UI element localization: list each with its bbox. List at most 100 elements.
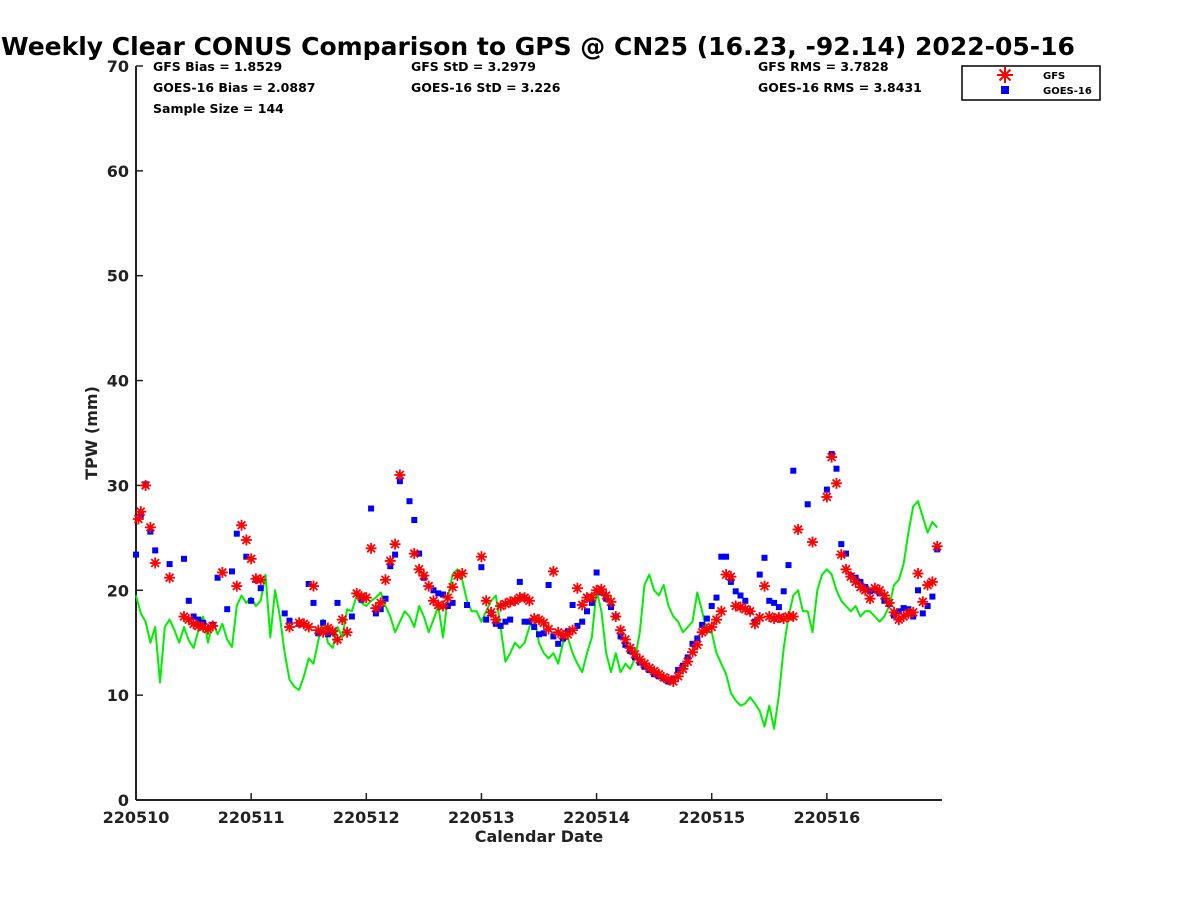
gfs-point	[610, 611, 622, 622]
goes-point	[919, 610, 926, 617]
goes-point	[286, 617, 293, 624]
goes-point	[526, 618, 533, 625]
y-tick-label: 30	[107, 476, 129, 495]
gfs-point	[571, 582, 583, 594]
gfs-point	[413, 563, 425, 575]
gfs-point	[447, 581, 459, 593]
goes-point	[133, 551, 139, 558]
series-gfs	[132, 451, 943, 688]
goes-point	[771, 599, 778, 606]
goes-point	[320, 619, 327, 626]
goes-point	[737, 592, 744, 599]
goes-point	[348, 613, 355, 620]
goes-point	[440, 591, 446, 598]
x-ticks: 220510 220511 220512 220513 220514 220515 2205…	[103, 793, 860, 827]
stat-sample-size: Sample Size = 144	[153, 101, 284, 116]
legend-goes-label: GOES-16	[1043, 86, 1092, 97]
gfs-point	[547, 565, 559, 577]
gfs-point	[408, 548, 420, 560]
goes-point	[703, 615, 710, 622]
x-tick-label: 220510	[103, 808, 170, 827]
axes	[135, 66, 942, 801]
gfs-point	[687, 646, 699, 658]
goes-point	[243, 553, 250, 560]
gfs-point	[144, 521, 156, 533]
gfs-point	[308, 580, 320, 592]
gfs-point	[711, 614, 723, 626]
gfs-point	[576, 599, 588, 611]
goes-point	[569, 602, 576, 608]
gfs-point	[149, 557, 161, 569]
goes-point	[574, 622, 581, 629]
gfs-point	[255, 574, 267, 586]
goes-point	[790, 467, 797, 474]
goes-point	[915, 587, 921, 594]
x-tick-label: 220514	[563, 808, 630, 827]
gfs-point	[365, 542, 377, 554]
goes-point	[823, 486, 830, 493]
gfs-point	[240, 534, 252, 546]
goes-point	[708, 603, 715, 609]
gfs-point	[917, 596, 929, 608]
gfs-point	[490, 614, 502, 626]
goes-point	[843, 550, 849, 557]
goes-point	[540, 630, 547, 637]
gfs-point	[605, 596, 617, 608]
gfs-point	[389, 538, 401, 550]
gfs-point	[835, 549, 847, 561]
gfs-point	[418, 570, 430, 582]
goes-point	[224, 606, 231, 613]
goes-point	[334, 599, 341, 606]
goes-point	[895, 608, 902, 615]
y-tick-label: 70	[107, 57, 129, 76]
y-tick-label: 60	[107, 162, 129, 181]
goes-point	[411, 517, 418, 523]
gfs-point	[806, 536, 818, 548]
goes-point	[545, 582, 552, 588]
y-tick-label: 20	[107, 581, 129, 600]
gfs-point	[624, 642, 636, 654]
gfs-point	[830, 477, 842, 489]
goes-point	[430, 587, 437, 594]
goes-point	[699, 621, 706, 628]
gfs-point	[379, 574, 391, 586]
gfs-point	[859, 584, 871, 596]
goes-point	[713, 594, 720, 601]
gfs-point	[888, 606, 900, 618]
x-tick-label: 220513	[448, 808, 515, 827]
gfs-point	[826, 451, 838, 463]
gfs-point	[336, 614, 348, 626]
goes-point	[464, 602, 470, 608]
goes-point	[449, 599, 456, 606]
gfs-point	[475, 551, 487, 563]
gfs-point	[567, 624, 579, 636]
gfs-point	[744, 605, 756, 617]
goes-point	[392, 551, 399, 558]
goes-point	[756, 571, 763, 578]
gfs-point	[595, 583, 607, 595]
goes-point	[324, 631, 331, 638]
goes-point	[531, 624, 538, 630]
goes-point	[257, 585, 264, 592]
goes-point	[900, 605, 907, 612]
goes-point	[593, 569, 600, 576]
gfs-point	[591, 584, 603, 596]
goes-point	[248, 597, 255, 604]
gfs-point	[672, 670, 684, 682]
gfs-point	[864, 593, 876, 605]
gfs-point	[303, 621, 315, 633]
gfs-point	[298, 618, 310, 630]
goes-point	[406, 498, 413, 505]
goes-point	[617, 633, 624, 640]
goes-point	[516, 578, 523, 585]
legend-gfs-label: GFS	[1043, 71, 1065, 82]
gfs-point	[135, 506, 147, 518]
gfs-point	[878, 590, 890, 602]
goes-point	[521, 618, 528, 625]
gfs-point	[231, 580, 243, 592]
gfs-point	[615, 624, 627, 636]
goes-point	[377, 606, 384, 613]
gfs-point	[926, 576, 938, 588]
gfs-point	[384, 555, 396, 567]
